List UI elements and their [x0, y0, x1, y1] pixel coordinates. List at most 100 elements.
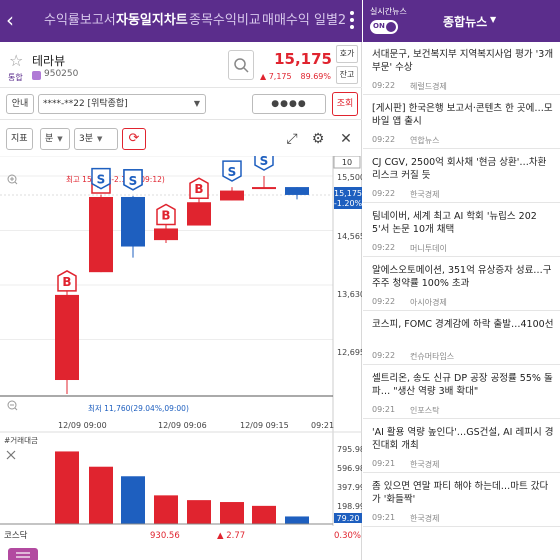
tab-return-report[interactable]: 수익률보고서 — [44, 13, 116, 28]
sell-marker[interactable]: S — [222, 160, 242, 182]
tab-auto-journal-chart[interactable]: 자동일지차트 — [116, 13, 188, 28]
news-item[interactable]: 좀 있으면 연말 파티 해야 하는데…마트 갔다가 '화들짝' 09:21 한국경제 — [363, 474, 560, 527]
price-change-pct: 89.69% — [300, 72, 331, 81]
candle-count-box[interactable] — [333, 155, 361, 169]
candle-body — [55, 294, 79, 381]
chevron-down-icon[interactable]: ▼ — [490, 15, 497, 24]
volume-bar — [220, 502, 244, 524]
news-item[interactable]: [게시판] 한국은행 보고서·콘텐츠 한 곳에…모바일 앱 출시 09:22 연합뉴… — [363, 96, 560, 149]
toggle-text: ON — [373, 22, 385, 30]
current-price-box — [334, 187, 362, 209]
interval-select-value: 3분 — [79, 134, 94, 144]
index-change: ▲ 2.77 — [217, 531, 245, 541]
toggle-knob — [386, 22, 396, 32]
stock-name[interactable]: 테라뷰 — [32, 54, 66, 68]
news-item[interactable]: 코스피, FOMC 경계감에 하락 출발…4100선 09:22 컨슈머타임스 — [363, 312, 560, 365]
marker-label: B — [194, 182, 203, 196]
news-item[interactable]: 알에스오토메이션, 351억 유상증자 성료…구주주 청약률 100% 초과 09… — [363, 258, 560, 311]
marker-shape — [57, 270, 77, 292]
x-axis-label: 12/09 09:15 — [240, 421, 289, 430]
index-value: 930.56 — [150, 531, 180, 541]
news-item[interactable]: 팀네이버, 세계 최고 AI 학회 '뉴립스 2025'서 논문 10개 채택 0… — [363, 204, 560, 257]
buy-marker[interactable]: B — [156, 203, 176, 226]
x-axis-label: 09:21 — [311, 421, 334, 430]
current-price: 15,175 — [274, 50, 332, 68]
realtime-news-toggle[interactable]: ON — [370, 20, 398, 34]
news-time: 09:22 — [372, 297, 396, 306]
chart-panel: ‹ 수익률보고서 자동일지차트 종목수익비교 매매수익 일별2 ☆ 통합 테라뷰… — [0, 0, 365, 560]
account-guide-button[interactable]: 안내 — [6, 94, 34, 114]
expand-icon[interactable]: ⤢ — [286, 131, 298, 147]
tools-icon[interactable]: ✕ — [340, 131, 352, 147]
current-price-axis-label: 15,175 — [334, 189, 362, 198]
query-button[interactable]: 조회 — [332, 92, 358, 116]
news-source: 머니투데이 — [410, 244, 447, 253]
news-item[interactable]: 서대문구, 보건복지부 지역복지사업 평가 '3개 부문' 수상 09:22 헤럴드… — [363, 42, 560, 95]
marker-shape — [91, 167, 111, 190]
account-select[interactable]: ****-**22 [위탁종합] ▼ — [38, 94, 206, 114]
buy-marker[interactable]: B — [57, 270, 77, 292]
hoga-button[interactable]: 호가 — [336, 45, 358, 63]
news-source: 연합뉴스 — [410, 136, 440, 145]
search-icon — [234, 58, 249, 73]
price-axis-label: 14,565 — [337, 232, 362, 241]
interval-select[interactable]: 3분 ▼ — [74, 128, 118, 150]
news-headline: 'AI 활용 역량 높인다'…GS건설, AI 레피시 경진대회 개최 — [372, 427, 554, 451]
favorite-star-icon[interactable]: ☆ — [9, 51, 24, 70]
candle-body — [220, 190, 244, 201]
tab-trade-profit[interactable]: 매매수익 — [262, 13, 310, 28]
volume-bar — [187, 500, 211, 524]
price-change: ▲ 7,175 — [260, 72, 292, 81]
unit-select[interactable]: 분 ▼ — [40, 128, 70, 150]
price-axis-label: 15,500 — [337, 173, 362, 182]
marker-shape — [222, 160, 242, 182]
news-time: 09:21 — [372, 513, 396, 522]
back-icon[interactable]: ‹ — [6, 8, 14, 32]
news-item[interactable]: 셀트리온, 송도 신규 DP 공장 공정률 55% 돌파… "생산 역량 3배 … — [363, 366, 560, 419]
zoom-out-icon[interactable] — [7, 400, 18, 411]
x-axis-label: 12/09 09:06 — [158, 421, 207, 430]
market-label: 통합 — [8, 73, 23, 82]
candle-chart[interactable]: 10 15,500 14,565 13,630 12,695 15,175 -1… — [0, 149, 365, 560]
marker-shape — [189, 177, 209, 199]
marker-label: S — [260, 156, 269, 168]
volume-bar — [285, 516, 309, 524]
tab-stock-return-compare[interactable]: 종목수익비교 — [189, 13, 261, 28]
sell-marker[interactable]: S — [91, 167, 111, 190]
news-headline: CJ CGV, 2500억 회사채 '현금 상환'…차환 리스크 커질 듯 — [372, 157, 547, 181]
index-name: 코스닥 — [4, 530, 28, 541]
volume-bar — [55, 451, 79, 524]
marker-label: B — [161, 208, 170, 222]
news-source: 한국경제 — [410, 514, 440, 523]
chart-svg: 10 15,500 14,565 13,630 12,695 15,175 -1… — [0, 149, 365, 560]
sell-marker[interactable]: S — [123, 169, 143, 191]
account-row: 안내 ****-**22 [위탁종합] ▼ ●●●● 조회 — [0, 88, 362, 120]
more-menu-icon[interactable] — [346, 8, 358, 34]
buy-marker[interactable]: B — [189, 177, 209, 199]
tab-daily[interactable]: 일별2 — [314, 13, 347, 28]
sell-marker[interactable]: S — [254, 149, 274, 171]
candle-body — [187, 202, 211, 226]
refresh-icon[interactable]: ⟳ — [122, 128, 146, 150]
index-pct: 0.30% — [334, 531, 361, 541]
gear-icon[interactable]: ⚙ — [311, 131, 325, 147]
news-headline: 팀네이버, 세계 최고 AI 학회 '뉴립스 2025'서 논문 10개 채택 — [372, 211, 537, 235]
chevron-down-icon: ▼ — [97, 135, 103, 143]
password-field[interactable]: ●●●● — [252, 94, 326, 114]
news-headline: [게시판] 한국은행 보고서·콘텐츠 한 곳에…모바일 앱 출시 — [372, 103, 553, 127]
zoom-in-icon[interactable] — [7, 174, 18, 185]
unit-select-value: 분 — [45, 134, 54, 144]
menu-button[interactable] — [8, 548, 38, 560]
news-item[interactable]: 'AI 활용 역량 높인다'…GS건설, AI 레피시 경진대회 개최 09:21… — [363, 420, 560, 473]
news-category-title[interactable]: 종합뉴스 — [443, 15, 488, 29]
news-item[interactable]: CJ CGV, 2500억 회사채 '현금 상환'…차환 리스크 커질 듯 09:… — [363, 150, 560, 203]
marker-label: B — [62, 275, 71, 289]
chevron-down-icon: ▼ — [57, 135, 63, 143]
indicator-button[interactable]: 지표 — [6, 128, 33, 150]
volume-current-label: 79.20 — [337, 514, 360, 523]
stock-search-button[interactable] — [228, 50, 254, 80]
balance-button[interactable]: 잔고 — [336, 66, 358, 84]
realtime-news-label: 실시간뉴스 — [370, 7, 407, 16]
close-icon[interactable] — [6, 450, 16, 460]
news-time: 09:22 — [372, 351, 396, 360]
